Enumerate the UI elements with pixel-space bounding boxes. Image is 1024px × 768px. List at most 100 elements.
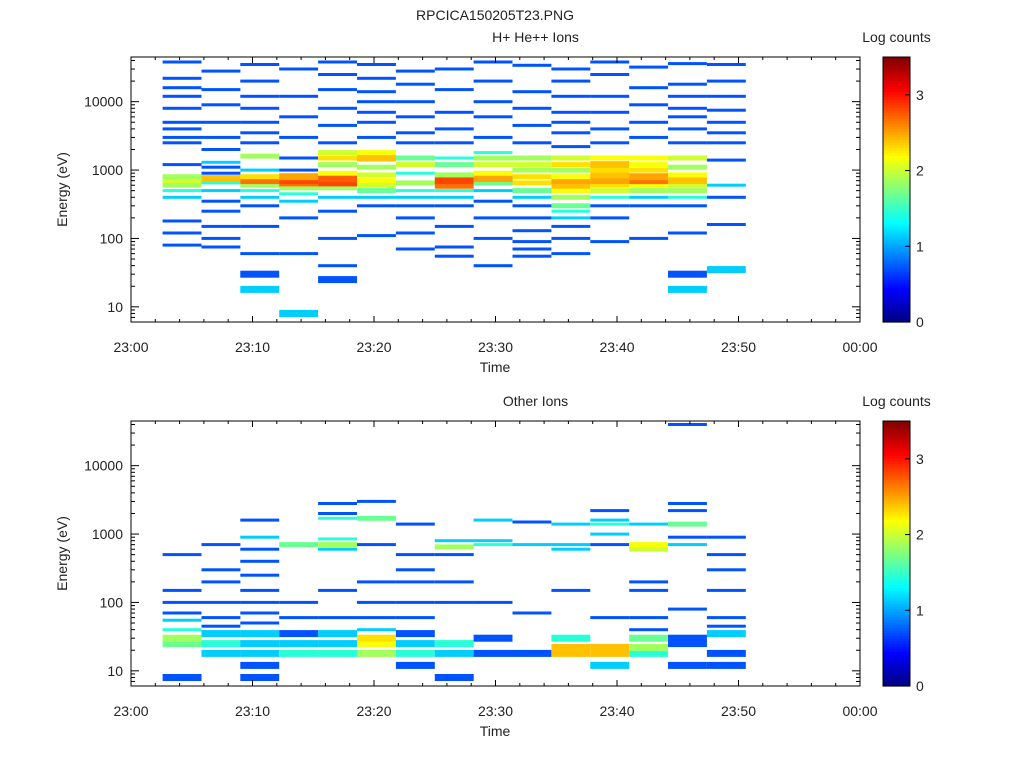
heatmap-cell — [590, 204, 630, 208]
heatmap-cell — [279, 94, 319, 98]
colorbar-segment — [883, 463, 910, 467]
heatmap-cell — [551, 67, 591, 71]
heatmap-cell — [357, 120, 396, 124]
colorbar-segment — [883, 619, 910, 623]
colorbar-tick-label: 1 — [916, 602, 924, 618]
colorbar-segment — [883, 529, 910, 533]
heatmap-cell — [512, 649, 552, 657]
colorbar-segment — [883, 197, 910, 201]
heatmap-cell — [629, 236, 669, 240]
x-tick-label: 23:30 — [478, 703, 513, 719]
heatmap-cell — [551, 79, 591, 83]
colorbar-segment — [883, 149, 910, 153]
heatmap-cell — [590, 167, 630, 173]
heatmap-cell — [357, 178, 396, 184]
colorbar-segment — [883, 635, 910, 639]
heatmap-cell — [357, 90, 396, 94]
heatmap-cells — [162, 60, 746, 317]
heatmap-cell — [162, 182, 202, 188]
colorbar-segment — [883, 186, 910, 191]
heatmap-cell — [162, 141, 202, 145]
heatmap-cell — [201, 103, 241, 107]
heatmap-cell — [629, 120, 669, 124]
colorbar-segment — [883, 662, 910, 666]
heatmap-cell — [512, 240, 552, 244]
colorbar-segment — [883, 237, 910, 241]
heatmap-cell — [357, 135, 396, 139]
colorbar-segment — [883, 487, 910, 491]
colorbar-segment — [883, 155, 910, 159]
heatmap-cell — [512, 188, 552, 194]
heatmap-cell — [629, 643, 669, 651]
heatmap-cell — [551, 588, 591, 592]
heatmap-cell — [590, 661, 630, 669]
heatmap-cell — [629, 86, 669, 90]
colorbar-segment — [883, 160, 910, 164]
colorbar-segment — [883, 284, 910, 289]
colorbar-segment — [883, 78, 910, 82]
heatmap-cell — [357, 164, 396, 170]
heatmap-cell — [551, 236, 591, 240]
heatmap-cell — [162, 174, 202, 180]
colorbar-segment — [883, 253, 910, 257]
heatmap-cell — [473, 199, 513, 203]
heatmap-cell — [668, 509, 707, 513]
colorbar-segment — [883, 258, 910, 262]
colorbar-segment — [883, 542, 910, 547]
heatmap-cell — [357, 100, 396, 104]
colorbar-segment — [883, 511, 910, 515]
heatmap-cell — [473, 518, 513, 522]
heatmap-cell — [279, 542, 319, 548]
heatmap-cell — [551, 110, 591, 114]
colorbar-segment — [883, 622, 910, 626]
colorbar-segment — [883, 503, 910, 507]
heatmap-cell — [357, 600, 396, 604]
colorbar-segment — [883, 112, 910, 116]
heatmap-cell — [629, 167, 669, 173]
heatmap-cell — [201, 236, 241, 240]
colorbar-segment — [883, 606, 910, 610]
heatmap-cell — [629, 634, 669, 642]
colorbar-segment — [883, 439, 910, 443]
heatmap-cell — [162, 618, 202, 622]
heatmap-cell — [473, 216, 513, 220]
heatmap-cell — [473, 135, 513, 139]
heatmap-cell — [395, 231, 435, 235]
colorbar-tick-label: 3 — [916, 87, 924, 103]
colorbar-segment — [883, 125, 910, 130]
x-tick-label: 23:20 — [356, 703, 391, 719]
heatmap-cell — [318, 209, 357, 213]
colorbar-segment — [883, 80, 910, 85]
heatmap-cell — [201, 181, 241, 185]
colorbar-segment — [883, 295, 910, 299]
heatmap-cell — [590, 509, 630, 513]
heatmap-cell — [357, 515, 396, 521]
heatmap-cell — [240, 182, 280, 188]
heatmap-cell — [357, 154, 396, 162]
colorbar-segment — [883, 431, 910, 435]
heatmap-cell — [551, 547, 591, 551]
y-tick-label: 10 — [107, 663, 123, 679]
heatmap-cell — [590, 73, 630, 76]
colorbar-segment — [883, 94, 910, 98]
heatmap-cell — [668, 94, 707, 98]
heatmap-cell — [240, 174, 280, 180]
heatmap-cell — [512, 162, 552, 168]
heatmap-cell — [706, 131, 746, 135]
heatmap-cell — [434, 189, 474, 193]
colorbar-segment — [883, 678, 910, 682]
colorbar-segment — [883, 553, 910, 557]
heatmap-cell — [240, 640, 280, 648]
heatmap-cell — [706, 195, 746, 199]
heatmap-cell — [473, 100, 513, 104]
x-tick-label: 23:00 — [113, 339, 148, 355]
x-tick-label: 00:00 — [842, 339, 877, 355]
heatmap-cell — [395, 189, 435, 193]
colorbar-label: Log counts — [862, 393, 931, 409]
x-tick-label: 23:00 — [113, 703, 148, 719]
heatmap-cell — [473, 170, 513, 176]
colorbar-segment — [883, 255, 910, 259]
colorbar-segment — [883, 231, 910, 236]
colorbar-segment — [883, 144, 910, 148]
heatmap-cell — [357, 499, 396, 503]
